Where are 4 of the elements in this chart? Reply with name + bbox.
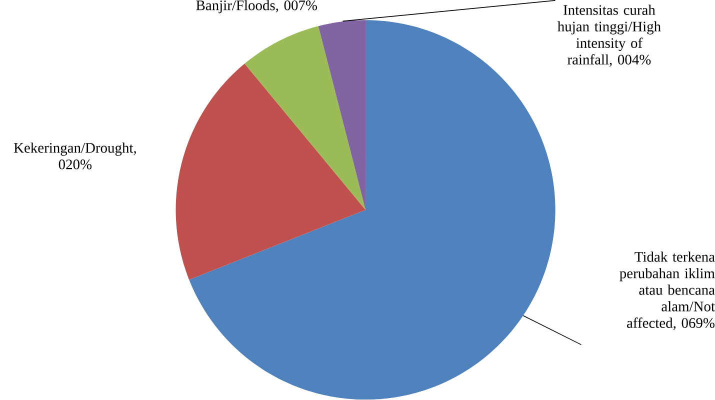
slice-label: Tidak terkena perubahan iklim atau bencana alam/Not affected, 069% (620, 252, 715, 330)
slice-label: Kekeringan/Drought, 020% (14, 142, 136, 170)
slice-label: Intensitas curah hujan tinggi/High intensity of rainfall, 004% (558, 4, 661, 67)
slice-label: Banjir/Floods, 007% (196, 0, 318, 14)
